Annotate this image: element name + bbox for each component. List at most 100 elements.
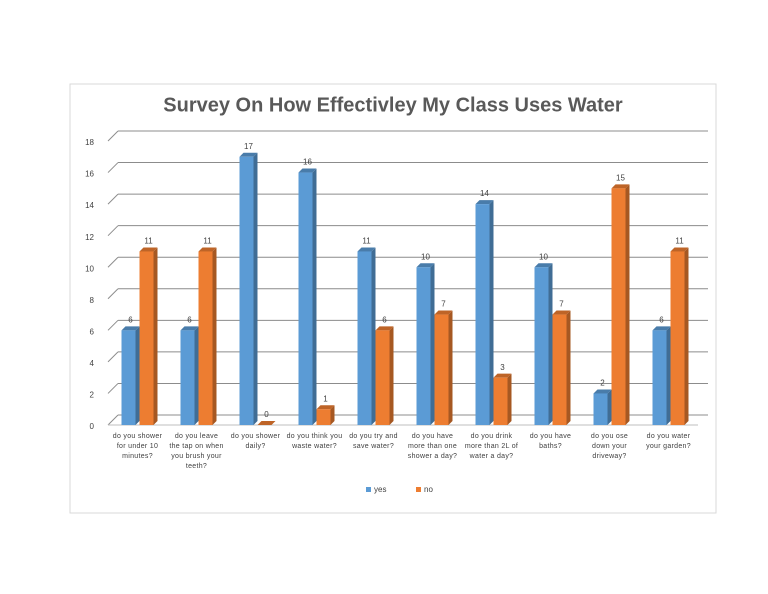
data-label: 0 (264, 410, 269, 419)
y-tick-label: 12 (85, 233, 94, 242)
data-label: 6 (128, 315, 133, 324)
bar-side (666, 326, 671, 425)
x-tick-label: do you have more than one shower a day? (407, 433, 458, 460)
data-label: 11 (362, 237, 371, 246)
bar (593, 393, 608, 425)
grid-line-depth (107, 319, 119, 331)
data-label: 11 (144, 237, 153, 246)
bar-top (298, 168, 317, 173)
grid-line-depth (107, 225, 119, 237)
x-tick-label: do you drink more than 2L of water a day… (464, 433, 519, 460)
y-tick-label: 0 (90, 422, 95, 431)
grid-line-depth (107, 288, 119, 300)
grid-line-depth (107, 162, 119, 173)
bar-top (239, 152, 258, 157)
bar-side (135, 326, 140, 425)
grid-line-depth (107, 130, 119, 142)
bar-side (507, 373, 512, 425)
bar-top (475, 200, 494, 205)
x-tick-label: do you think you waste water? (286, 433, 343, 450)
data-label: 1 (323, 394, 328, 403)
grid-line-depth (107, 414, 119, 426)
bar-side (312, 168, 317, 426)
data-label: 6 (382, 315, 387, 324)
x-tick-label: do you try and save water? (349, 433, 398, 450)
bar-side (253, 152, 258, 425)
y-tick-label: 2 (90, 391, 95, 400)
bar-top (552, 310, 571, 315)
data-label: 14 (480, 189, 489, 198)
bar-top (198, 247, 217, 252)
y-tick-label: 14 (85, 201, 94, 210)
bar-side (625, 184, 630, 425)
bar (180, 330, 195, 425)
grid-line-depth (107, 256, 119, 268)
x-tick-label: do you shower for under 10 minutes? (112, 433, 163, 460)
bar-top (670, 247, 689, 252)
bar (239, 156, 254, 425)
bar-top (611, 184, 630, 189)
legend-swatch (416, 487, 421, 492)
bar-side (607, 389, 612, 425)
bar-side (548, 263, 553, 425)
grid-line-depth (107, 193, 119, 205)
bar-side (566, 310, 571, 425)
bar (316, 409, 331, 425)
data-label: 11 (203, 237, 212, 246)
data-label: 15 (616, 173, 625, 182)
x-tick-label: do you have baths? (529, 433, 572, 450)
bar-top (316, 405, 335, 410)
bar (434, 314, 449, 425)
legend-swatch (366, 487, 371, 492)
bar-top (534, 263, 553, 268)
legend-label: no (424, 485, 433, 494)
x-tick-label: do you shower daily? (230, 433, 281, 450)
data-label: 7 (559, 300, 564, 309)
bar-side (212, 247, 217, 425)
bar-top (593, 389, 612, 394)
data-label: 3 (500, 363, 505, 372)
bar-side (389, 326, 394, 425)
bar-top (257, 421, 276, 425)
bar (493, 377, 508, 425)
y-tick-label: 6 (90, 327, 95, 336)
bar-top (434, 310, 453, 315)
y-tick-label: 8 (90, 296, 95, 305)
bar-top (357, 247, 376, 252)
data-label: 2 (600, 379, 605, 388)
x-tick-label: do you leave the tap on when you brush y… (169, 433, 224, 470)
y-tick-label: 10 (85, 264, 94, 273)
x-tick-label: do you ose down your driveway? (590, 433, 629, 460)
bar (652, 330, 667, 425)
chart-border (69, 83, 717, 514)
data-label: 17 (244, 142, 253, 151)
bar (139, 251, 154, 425)
bar (475, 204, 490, 425)
y-tick-label: 4 (90, 359, 95, 368)
bar-side (371, 247, 376, 425)
data-label: 16 (303, 158, 312, 167)
bar-top (139, 247, 158, 252)
bar (416, 267, 431, 425)
bar (298, 172, 313, 425)
grid-line-depth (107, 351, 119, 363)
bar-side (489, 200, 494, 425)
bar-side (153, 247, 158, 425)
bar-top (493, 373, 512, 378)
bar-side (448, 310, 453, 425)
bar (198, 251, 213, 425)
legend-label: yes (374, 485, 386, 494)
data-label: 11 (675, 237, 684, 246)
bar-top (180, 326, 199, 331)
bar (611, 188, 626, 425)
data-label: 10 (421, 252, 430, 261)
bar-side (430, 263, 435, 425)
bar (552, 314, 567, 425)
bar (357, 251, 372, 425)
bar-side (194, 326, 199, 425)
data-label: 7 (441, 300, 446, 309)
bar (375, 330, 390, 425)
data-label: 6 (187, 315, 192, 324)
